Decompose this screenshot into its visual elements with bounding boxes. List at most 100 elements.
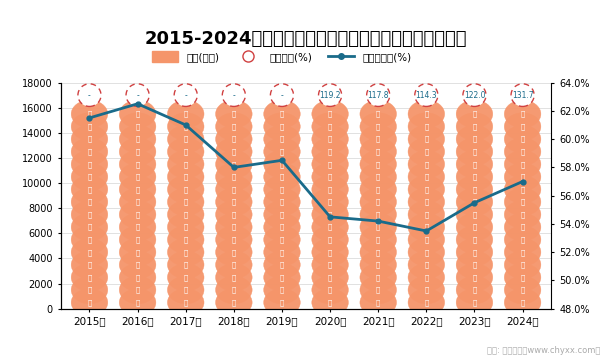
Text: 债: 债 (184, 224, 188, 230)
Ellipse shape (367, 84, 390, 106)
Ellipse shape (216, 238, 252, 266)
Text: 债: 债 (280, 299, 284, 306)
Ellipse shape (78, 84, 101, 106)
Ellipse shape (456, 276, 493, 304)
Text: 债: 债 (280, 224, 284, 230)
Text: 债: 债 (136, 286, 140, 293)
Text: 债: 债 (424, 199, 428, 205)
Text: 债: 债 (87, 211, 92, 218)
Ellipse shape (71, 226, 108, 253)
Ellipse shape (119, 150, 156, 178)
Text: 债: 债 (136, 161, 140, 168)
Ellipse shape (71, 125, 108, 153)
Ellipse shape (415, 84, 438, 106)
Ellipse shape (312, 289, 348, 316)
Ellipse shape (504, 100, 541, 128)
Ellipse shape (167, 163, 204, 191)
Ellipse shape (312, 188, 348, 216)
Text: 债: 债 (280, 261, 284, 268)
Text: 债: 债 (328, 148, 332, 155)
Text: 117.8: 117.8 (367, 90, 389, 100)
Text: -: - (88, 90, 91, 100)
Ellipse shape (216, 176, 252, 203)
Text: 债: 债 (280, 286, 284, 293)
Ellipse shape (264, 226, 300, 253)
Ellipse shape (264, 264, 300, 291)
Text: 债: 债 (136, 236, 140, 243)
Ellipse shape (504, 264, 541, 291)
Text: 债: 债 (521, 186, 525, 193)
Text: 债: 债 (184, 148, 188, 155)
Text: 债: 债 (87, 136, 92, 143)
Ellipse shape (456, 213, 493, 241)
Ellipse shape (264, 251, 300, 279)
Text: 债: 债 (376, 236, 381, 243)
Ellipse shape (456, 150, 493, 178)
Text: 债: 债 (87, 123, 92, 130)
Ellipse shape (71, 251, 108, 279)
Text: 债: 债 (231, 186, 236, 193)
Text: 债: 债 (376, 186, 381, 193)
Text: 债: 债 (184, 299, 188, 306)
Ellipse shape (504, 213, 541, 241)
Text: 债: 债 (376, 211, 381, 218)
Text: 债: 债 (184, 249, 188, 256)
Text: 债: 债 (424, 274, 428, 281)
Text: 债: 债 (231, 161, 236, 168)
Text: 债: 债 (424, 261, 428, 268)
Text: 债: 债 (280, 186, 284, 193)
Ellipse shape (119, 176, 156, 203)
Ellipse shape (408, 276, 445, 304)
Ellipse shape (264, 176, 300, 203)
Text: 债: 债 (328, 249, 332, 256)
Text: 债: 债 (280, 111, 284, 117)
Ellipse shape (71, 276, 108, 304)
Ellipse shape (71, 113, 108, 140)
Ellipse shape (167, 276, 204, 304)
Ellipse shape (504, 188, 541, 216)
Ellipse shape (456, 188, 493, 216)
Ellipse shape (174, 84, 198, 106)
Text: 债: 债 (472, 224, 476, 230)
Ellipse shape (119, 226, 156, 253)
Ellipse shape (504, 251, 541, 279)
Text: 债: 债 (87, 173, 92, 180)
Text: 债: 债 (184, 274, 188, 281)
Ellipse shape (216, 138, 252, 165)
Text: 债: 债 (376, 261, 381, 268)
Text: 债: 债 (521, 249, 525, 256)
Text: 债: 债 (231, 211, 236, 218)
Ellipse shape (264, 150, 300, 178)
Ellipse shape (119, 251, 156, 279)
Ellipse shape (504, 226, 541, 253)
Text: 债: 债 (472, 249, 476, 256)
Text: 债: 债 (472, 161, 476, 168)
Text: -: - (184, 90, 187, 100)
Text: 债: 债 (87, 111, 92, 117)
Text: 债: 债 (280, 199, 284, 205)
Ellipse shape (408, 213, 445, 241)
Title: 2015-2024年黑色金属冶炼和压延加工业企业负债统计图: 2015-2024年黑色金属冶炼和压延加工业企业负债统计图 (145, 30, 467, 48)
Ellipse shape (456, 226, 493, 253)
Text: 债: 债 (280, 123, 284, 130)
Text: 债: 债 (424, 111, 428, 117)
Text: 债: 债 (328, 199, 332, 205)
Text: 债: 债 (328, 161, 332, 168)
Text: 债: 债 (521, 299, 525, 306)
Ellipse shape (167, 226, 204, 253)
Text: 122.0: 122.0 (464, 90, 485, 100)
Legend: 负债(亿元), 产权比率(%), 资产负债率(%): 负债(亿元), 产权比率(%), 资产负债率(%) (148, 47, 415, 66)
Ellipse shape (216, 213, 252, 241)
Text: 债: 债 (87, 199, 92, 205)
Ellipse shape (264, 125, 300, 153)
Text: 债: 债 (231, 123, 236, 130)
Text: 债: 债 (184, 173, 188, 180)
Text: 债: 债 (328, 236, 332, 243)
Text: 债: 债 (184, 236, 188, 243)
Text: 债: 债 (136, 261, 140, 268)
Text: 债: 债 (87, 299, 92, 306)
Text: 债: 债 (231, 136, 236, 143)
Ellipse shape (504, 201, 541, 228)
Text: 债: 债 (136, 136, 140, 143)
Ellipse shape (264, 213, 300, 241)
